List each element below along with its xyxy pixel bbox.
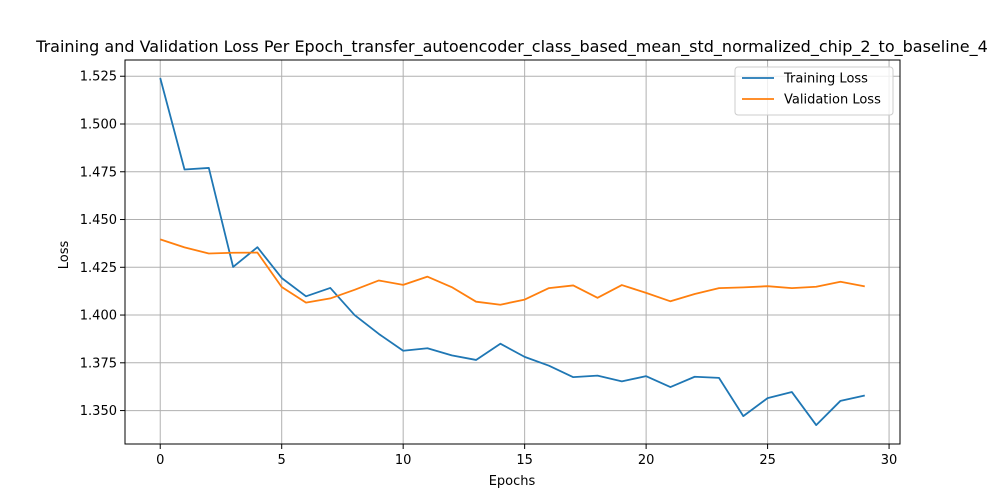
y-tick-label: 1.425 [80, 261, 117, 276]
x-tick-label: 10 [395, 453, 412, 468]
x-tick-label: 15 [516, 453, 533, 468]
y-axis-label: Loss [57, 241, 72, 270]
series-lines [159, 77, 865, 426]
legend: Training Loss Validation Loss [734, 66, 894, 116]
x-tick-label: 5 [278, 453, 286, 468]
y-tick-label: 1.500 [80, 118, 117, 133]
training-loss-line [159, 77, 865, 426]
chart-title: Training and Validation Loss Per Epoch_t… [35, 37, 988, 57]
y-tick-label: 1.525 [80, 70, 117, 85]
x-tick-label: 25 [759, 453, 776, 468]
plot-area-frame [124, 59, 901, 445]
x-tick-label: 0 [156, 453, 164, 468]
y-tick-label: 1.450 [80, 213, 117, 228]
y-tick-label: 1.375 [80, 356, 117, 371]
x-axis-label: Epochs [489, 474, 536, 489]
validation-loss-line [159, 238, 865, 306]
y-tick-label: 1.400 [80, 309, 117, 324]
x-tick-label: 20 [638, 453, 655, 468]
y-tick-label: 1.475 [80, 165, 117, 180]
legend-label-validation-loss: Validation Loss [784, 93, 881, 108]
legend-label-training-loss: Training Loss [783, 72, 868, 87]
y-tick-label: 1.350 [80, 404, 117, 419]
grid-lines [125, 60, 900, 444]
x-tick-label: 30 [881, 453, 898, 468]
legend-frame [734, 66, 894, 116]
axis-ticks: 0 5 10 15 20 25 30 1.350 1.375 1.400 1.425 1.450 1.4… [80, 70, 898, 468]
